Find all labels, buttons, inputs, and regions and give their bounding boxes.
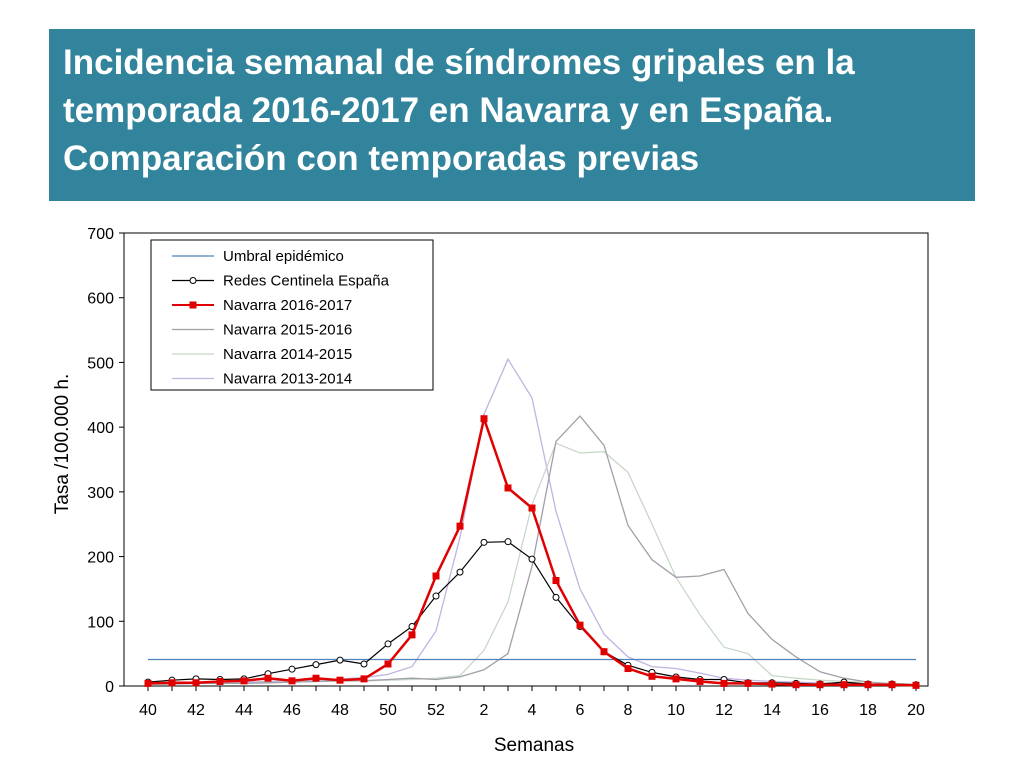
- y-tick-label: 700: [87, 226, 114, 243]
- x-tick-label: 52: [427, 702, 445, 719]
- data-point: [192, 679, 200, 687]
- data-point: [456, 522, 464, 530]
- data-point: [624, 665, 632, 673]
- legend-marker: [189, 277, 197, 284]
- series-line: [147, 414, 917, 687]
- series-line: [148, 415, 917, 686]
- y-tick-label: 600: [87, 291, 114, 308]
- data-point: [672, 675, 680, 683]
- data-point: [288, 677, 296, 685]
- data-point: [480, 538, 488, 546]
- data-point: [312, 674, 320, 682]
- x-tick-label: 6: [576, 702, 585, 719]
- x-tick-label: 14: [763, 702, 781, 719]
- x-tick-label: 20: [907, 702, 925, 719]
- data-point: [840, 681, 848, 689]
- x-axis-label: Semanas: [494, 735, 574, 756]
- y-tick-label: 0: [105, 679, 114, 696]
- x-tick-label: 12: [715, 702, 733, 719]
- x-tick-label: 10: [667, 702, 685, 719]
- plot-area: [123, 232, 929, 687]
- data-point: [552, 593, 560, 601]
- data-point: [912, 681, 920, 689]
- data-point: [216, 677, 224, 685]
- data-point: [480, 415, 488, 423]
- series-line: [147, 357, 917, 686]
- x-tick-label: 16: [811, 702, 829, 719]
- data-point: [384, 640, 392, 648]
- y-tick-label: 200: [87, 550, 114, 567]
- x-tick-label: 2: [480, 702, 489, 719]
- data-point: [528, 504, 536, 512]
- legend-label: Redes Centinela España: [223, 273, 390, 290]
- data-point: [600, 648, 608, 656]
- data-point: [360, 660, 368, 668]
- data-point: [888, 681, 896, 689]
- data-point: [720, 679, 728, 687]
- y-axis-label: Tasa /100.000 h.: [52, 374, 73, 515]
- x-tick-label: 42: [187, 702, 205, 719]
- data-point: [360, 675, 368, 683]
- data-point: [504, 538, 512, 546]
- data-point: [528, 555, 536, 563]
- data-point: [144, 679, 152, 687]
- y-tick-label: 300: [87, 485, 114, 502]
- data-point: [264, 674, 272, 682]
- data-point: [168, 679, 176, 687]
- data-point: [240, 677, 248, 685]
- data-point: [504, 484, 512, 492]
- legend-marker: [189, 301, 197, 309]
- x-tick-label: 18: [859, 702, 877, 719]
- x-tick-label: 44: [235, 702, 253, 719]
- data-point: [432, 592, 440, 600]
- data-point: [336, 656, 344, 664]
- legend-label: Umbral epidémico: [223, 248, 344, 265]
- data-point: [576, 621, 584, 629]
- data-point: [864, 681, 872, 689]
- data-point: [768, 680, 776, 688]
- data-point: [408, 631, 416, 639]
- x-tick-label: 4: [528, 702, 537, 719]
- legend-label: Navarra 2015-2016: [223, 322, 352, 339]
- data-point: [816, 681, 824, 689]
- x-tick-label: 8: [624, 702, 633, 719]
- y-tick-label: 100: [87, 614, 114, 631]
- x-tick-label: 48: [331, 702, 349, 719]
- y-tick-label: 500: [87, 355, 114, 372]
- data-point: [336, 676, 344, 684]
- legend-label: Navarra 2016-2017: [223, 297, 352, 314]
- data-point: [288, 665, 296, 673]
- x-tick-label: 50: [379, 702, 397, 719]
- legend-box: [150, 239, 434, 391]
- data-point: [384, 660, 392, 668]
- y-tick-label: 400: [87, 420, 114, 437]
- data-point: [552, 577, 560, 585]
- legend-label: Navarra 2013-2014: [223, 371, 352, 388]
- x-tick-label: 40: [139, 702, 157, 719]
- x-tick-label: 46: [283, 702, 301, 719]
- data-point: [432, 572, 440, 580]
- page-title: Incidencia semanal de síndromes gripales…: [63, 43, 855, 178]
- data-point: [312, 661, 320, 669]
- title-banner: Incidencia semanal de síndromes gripales…: [49, 29, 975, 201]
- data-point: [792, 681, 800, 689]
- data-point: [696, 677, 704, 685]
- legend-label: Navarra 2014-2015: [223, 346, 352, 363]
- data-point: [648, 672, 656, 680]
- data-point: [456, 568, 464, 576]
- data-point: [744, 679, 752, 687]
